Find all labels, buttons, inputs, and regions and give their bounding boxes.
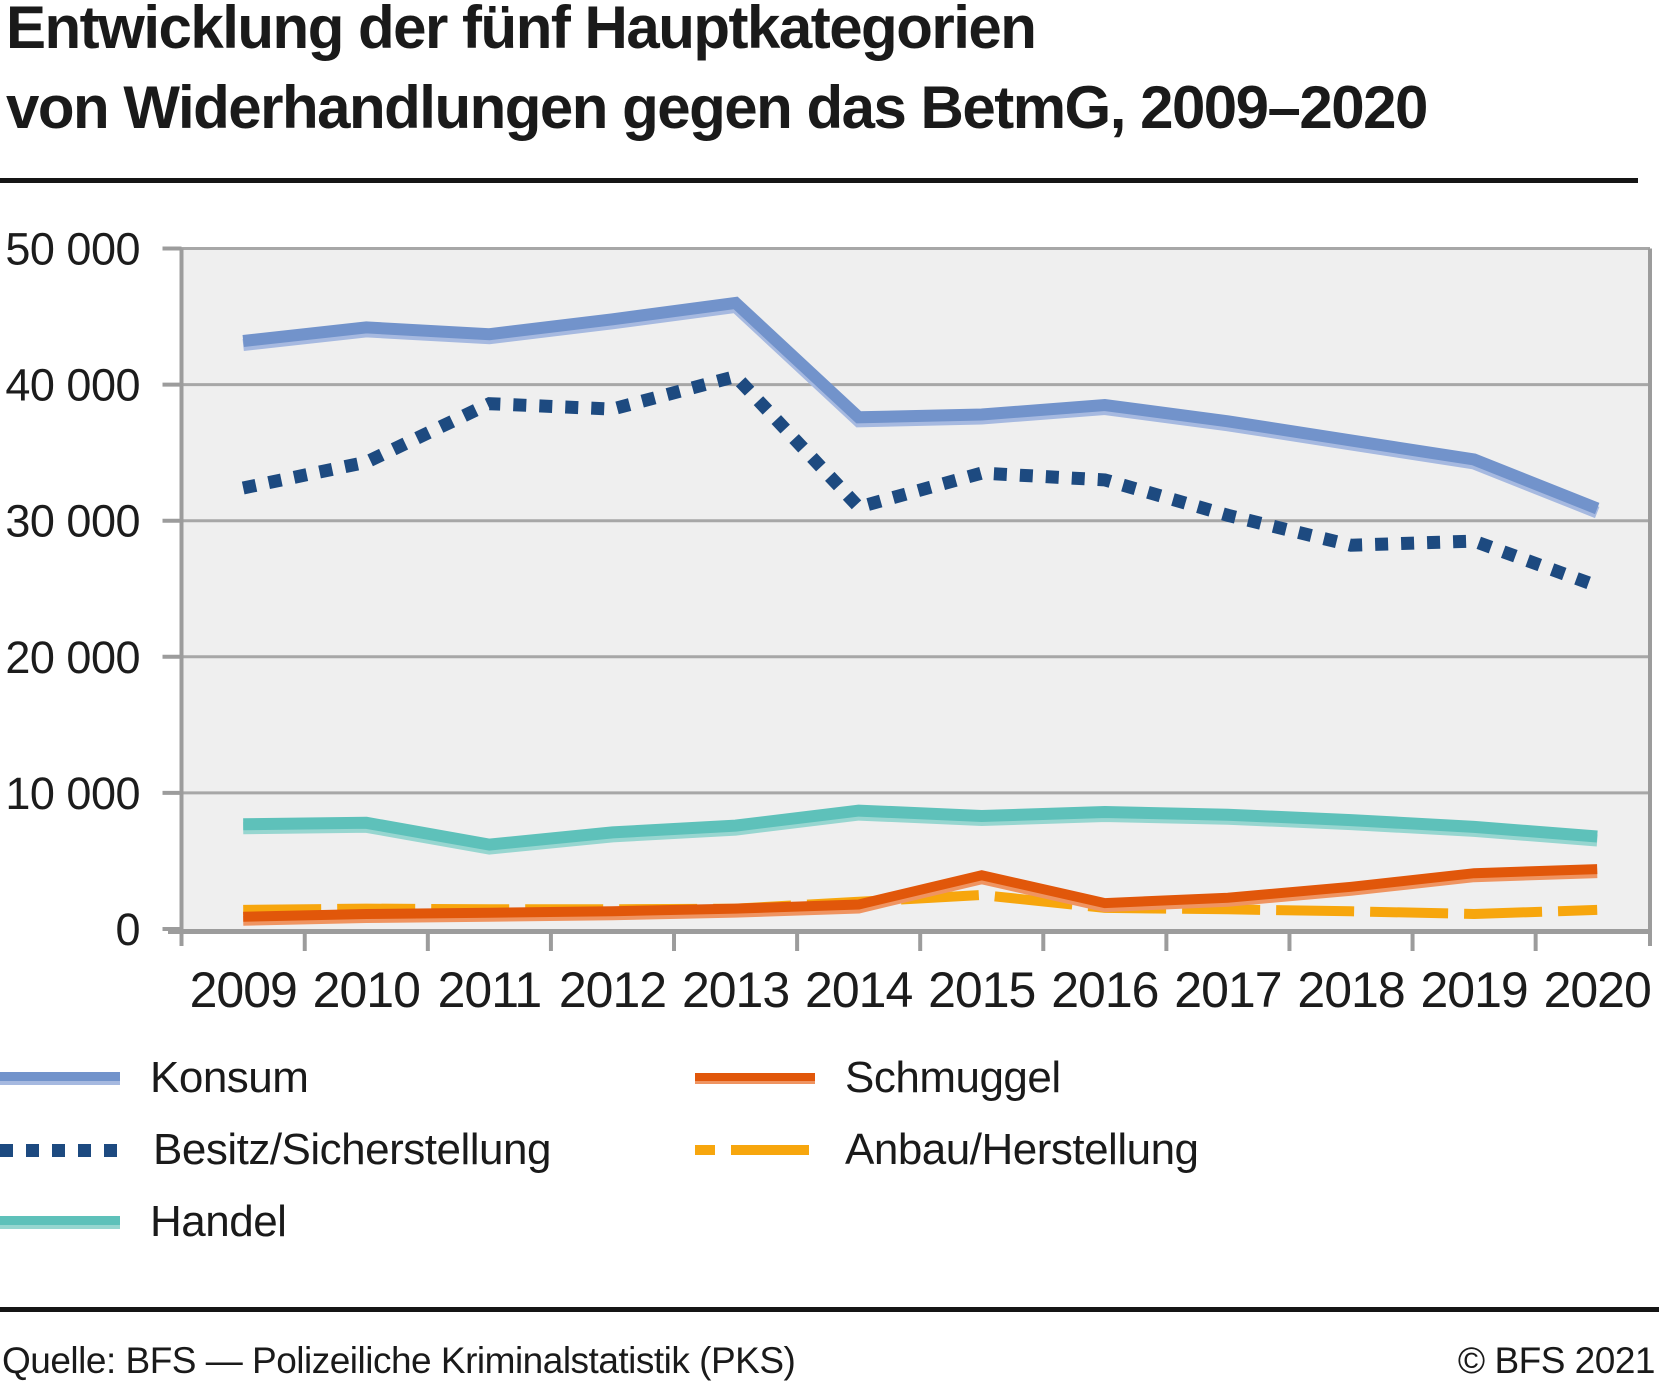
- anbau-dashed-swatch-icon: [695, 1145, 815, 1155]
- footer-divider: [0, 1307, 1659, 1312]
- x-axis-label: 2014: [805, 962, 912, 1018]
- legend-label: Konsum: [150, 1053, 309, 1102]
- legend-item-besitz: Besitz/Sicherstellung: [0, 1114, 551, 1186]
- x-axis-label: 2015: [928, 962, 1035, 1018]
- x-axis-label: 2013: [682, 962, 789, 1018]
- y-axis-label: 40 000: [5, 360, 140, 411]
- x-axis-label: 2009: [190, 962, 297, 1018]
- legend-item-handel: Handel: [0, 1186, 287, 1258]
- y-axis-label: 50 000: [5, 224, 140, 275]
- series-line-handel: [243, 804, 1598, 851]
- x-axis-label: 2016: [1051, 962, 1158, 1018]
- y-axis-label: 30 000: [5, 496, 140, 547]
- series-line-besitz-sicherstellung: [241, 369, 1600, 593]
- legend-label: Handel: [150, 1197, 287, 1246]
- legend-label: Schmuggel: [845, 1053, 1061, 1102]
- schmuggel-line-swatch-icon: [695, 1072, 815, 1084]
- y-axis-label: 20 000: [5, 632, 140, 683]
- source-note: Quelle: BFS — Polizeiliche Kriminalstati…: [2, 1340, 796, 1381]
- x-axis-label: 2018: [1297, 962, 1404, 1018]
- besitz-dotted-swatch-icon: [0, 1143, 123, 1157]
- copyright-note: © BFS 2021: [1457, 1340, 1656, 1381]
- series-line-konsum: [242, 296, 1600, 515]
- y-axis-label: 10 000: [5, 768, 140, 819]
- x-axis-label: 2011: [438, 962, 542, 1018]
- title-divider: [0, 178, 1638, 183]
- x-axis-label: 2012: [559, 962, 666, 1018]
- chart-title-line2: von Widerhandlungen gegen das BetmG, 200…: [6, 74, 1428, 141]
- y-axis-label: 0: [115, 904, 140, 955]
- legend-item-konsum: Konsum: [0, 1042, 309, 1114]
- series-line-schmuggel: [243, 864, 1598, 922]
- handel-line-swatch-icon: [0, 1215, 120, 1229]
- legend-item-anbau: Anbau/Herstellung: [695, 1114, 1199, 1186]
- x-axis-label: 2020: [1544, 962, 1651, 1018]
- chart-title: Entwicklung der fünf Hauptkategorien von …: [6, 0, 1428, 148]
- chart-title-line1: Entwicklung der fünf Hauptkategorien: [6, 0, 1037, 61]
- x-axis-label: 2017: [1174, 962, 1281, 1018]
- konsum-line-swatch-icon: [0, 1071, 120, 1085]
- x-axis-label: 2019: [1420, 962, 1527, 1018]
- legend-item-schmuggel: Schmuggel: [695, 1042, 1061, 1114]
- legend-label: Anbau/Herstellung: [845, 1125, 1199, 1174]
- legend-label: Besitz/Sicherstellung: [153, 1125, 551, 1174]
- x-axis-label: 2010: [313, 962, 420, 1018]
